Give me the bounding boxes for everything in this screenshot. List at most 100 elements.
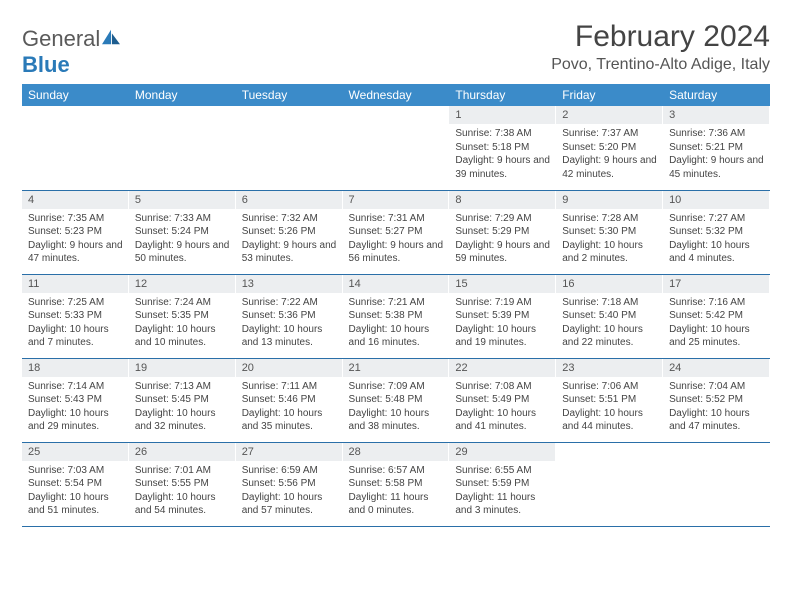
day-number: 16 bbox=[556, 275, 663, 293]
day-number: 24 bbox=[663, 359, 770, 377]
day-cell: 28Sunrise: 6:57 AMSunset: 5:58 PMDayligh… bbox=[343, 442, 450, 526]
day-number: 7 bbox=[343, 191, 450, 209]
day-number: 23 bbox=[556, 359, 663, 377]
day-cell bbox=[343, 106, 450, 190]
day-body: Sunrise: 7:31 AMSunset: 5:27 PMDaylight:… bbox=[343, 209, 450, 272]
day-body: Sunrise: 7:37 AMSunset: 5:20 PMDaylight:… bbox=[556, 124, 663, 187]
day-number: 15 bbox=[449, 275, 556, 293]
day-cell: 24Sunrise: 7:04 AMSunset: 5:52 PMDayligh… bbox=[663, 358, 770, 442]
day-cell: 25Sunrise: 7:03 AMSunset: 5:54 PMDayligh… bbox=[22, 442, 129, 526]
day-number: 9 bbox=[556, 191, 663, 209]
day-number: 2 bbox=[556, 106, 663, 124]
day-number: 29 bbox=[449, 443, 556, 461]
day-body: Sunrise: 7:16 AMSunset: 5:42 PMDaylight:… bbox=[663, 293, 770, 356]
day-cell: 26Sunrise: 7:01 AMSunset: 5:55 PMDayligh… bbox=[129, 442, 236, 526]
day-cell: 3Sunrise: 7:36 AMSunset: 5:21 PMDaylight… bbox=[663, 106, 770, 190]
day-body: Sunrise: 7:13 AMSunset: 5:45 PMDaylight:… bbox=[129, 377, 236, 440]
day-cell: 13Sunrise: 7:22 AMSunset: 5:36 PMDayligh… bbox=[236, 274, 343, 358]
day-cell: 1Sunrise: 7:38 AMSunset: 5:18 PMDaylight… bbox=[449, 106, 556, 190]
day-cell: 22Sunrise: 7:08 AMSunset: 5:49 PMDayligh… bbox=[449, 358, 556, 442]
day-cell: 14Sunrise: 7:21 AMSunset: 5:38 PMDayligh… bbox=[343, 274, 450, 358]
day-body: Sunrise: 7:18 AMSunset: 5:40 PMDaylight:… bbox=[556, 293, 663, 356]
day-cell: 27Sunrise: 6:59 AMSunset: 5:56 PMDayligh… bbox=[236, 442, 343, 526]
day-body: Sunrise: 7:08 AMSunset: 5:49 PMDaylight:… bbox=[449, 377, 556, 440]
day-body: Sunrise: 7:21 AMSunset: 5:38 PMDaylight:… bbox=[343, 293, 450, 356]
day-header-tuesday: Tuesday bbox=[236, 84, 343, 106]
day-body bbox=[22, 124, 129, 133]
day-cell: 23Sunrise: 7:06 AMSunset: 5:51 PMDayligh… bbox=[556, 358, 663, 442]
day-body bbox=[129, 124, 236, 133]
calendar-body: 1Sunrise: 7:38 AMSunset: 5:18 PMDaylight… bbox=[22, 106, 770, 526]
day-body: Sunrise: 7:28 AMSunset: 5:30 PMDaylight:… bbox=[556, 209, 663, 272]
day-number: 27 bbox=[236, 443, 343, 461]
day-cell: 20Sunrise: 7:11 AMSunset: 5:46 PMDayligh… bbox=[236, 358, 343, 442]
day-cell: 12Sunrise: 7:24 AMSunset: 5:35 PMDayligh… bbox=[129, 274, 236, 358]
day-header-thursday: Thursday bbox=[449, 84, 556, 106]
day-body: Sunrise: 6:55 AMSunset: 5:59 PMDaylight:… bbox=[449, 461, 556, 524]
day-body: Sunrise: 7:22 AMSunset: 5:36 PMDaylight:… bbox=[236, 293, 343, 356]
day-cell: 8Sunrise: 7:29 AMSunset: 5:29 PMDaylight… bbox=[449, 190, 556, 274]
day-header-friday: Friday bbox=[556, 84, 663, 106]
month-title: February 2024 bbox=[551, 20, 770, 54]
day-header-saturday: Saturday bbox=[663, 84, 770, 106]
day-body bbox=[236, 124, 343, 133]
day-cell: 16Sunrise: 7:18 AMSunset: 5:40 PMDayligh… bbox=[556, 274, 663, 358]
day-body: Sunrise: 7:25 AMSunset: 5:33 PMDaylight:… bbox=[22, 293, 129, 356]
day-body: Sunrise: 7:04 AMSunset: 5:52 PMDaylight:… bbox=[663, 377, 770, 440]
day-cell bbox=[556, 442, 663, 526]
day-body: Sunrise: 7:19 AMSunset: 5:39 PMDaylight:… bbox=[449, 293, 556, 356]
day-header-sunday: Sunday bbox=[22, 84, 129, 106]
day-cell: 17Sunrise: 7:16 AMSunset: 5:42 PMDayligh… bbox=[663, 274, 770, 358]
day-number: 10 bbox=[663, 191, 770, 209]
day-number: 12 bbox=[129, 275, 236, 293]
day-body: Sunrise: 7:38 AMSunset: 5:18 PMDaylight:… bbox=[449, 124, 556, 187]
day-cell: 21Sunrise: 7:09 AMSunset: 5:48 PMDayligh… bbox=[343, 358, 450, 442]
logo-word-2: Blue bbox=[22, 52, 70, 77]
calendar-table: SundayMondayTuesdayWednesdayThursdayFrid… bbox=[22, 84, 770, 527]
day-body: Sunrise: 7:01 AMSunset: 5:55 PMDaylight:… bbox=[129, 461, 236, 524]
day-cell: 11Sunrise: 7:25 AMSunset: 5:33 PMDayligh… bbox=[22, 274, 129, 358]
day-body: Sunrise: 7:11 AMSunset: 5:46 PMDaylight:… bbox=[236, 377, 343, 440]
day-body: Sunrise: 7:24 AMSunset: 5:35 PMDaylight:… bbox=[129, 293, 236, 356]
day-cell bbox=[236, 106, 343, 190]
day-number: 13 bbox=[236, 275, 343, 293]
day-number: 28 bbox=[343, 443, 450, 461]
day-cell bbox=[663, 442, 770, 526]
week-row: 4Sunrise: 7:35 AMSunset: 5:23 PMDaylight… bbox=[22, 190, 770, 274]
day-cell: 15Sunrise: 7:19 AMSunset: 5:39 PMDayligh… bbox=[449, 274, 556, 358]
day-body: Sunrise: 7:29 AMSunset: 5:29 PMDaylight:… bbox=[449, 209, 556, 272]
day-number: 26 bbox=[129, 443, 236, 461]
day-number: 6 bbox=[236, 191, 343, 209]
day-number: 21 bbox=[343, 359, 450, 377]
logo: General Blue bbox=[22, 20, 122, 78]
day-cell: 2Sunrise: 7:37 AMSunset: 5:20 PMDaylight… bbox=[556, 106, 663, 190]
day-body: Sunrise: 7:06 AMSunset: 5:51 PMDaylight:… bbox=[556, 377, 663, 440]
day-body bbox=[343, 124, 450, 133]
day-body: Sunrise: 7:03 AMSunset: 5:54 PMDaylight:… bbox=[22, 461, 129, 524]
day-body bbox=[663, 461, 770, 470]
day-number: 1 bbox=[449, 106, 556, 124]
day-number: 18 bbox=[22, 359, 129, 377]
day-number: 19 bbox=[129, 359, 236, 377]
day-cell: 9Sunrise: 7:28 AMSunset: 5:30 PMDaylight… bbox=[556, 190, 663, 274]
day-header-row: SundayMondayTuesdayWednesdayThursdayFrid… bbox=[22, 84, 770, 106]
week-row: 1Sunrise: 7:38 AMSunset: 5:18 PMDaylight… bbox=[22, 106, 770, 190]
day-body: Sunrise: 7:35 AMSunset: 5:23 PMDaylight:… bbox=[22, 209, 129, 272]
day-cell: 18Sunrise: 7:14 AMSunset: 5:43 PMDayligh… bbox=[22, 358, 129, 442]
day-header-wednesday: Wednesday bbox=[343, 84, 450, 106]
title-block: February 2024 Povo, Trentino-Alto Adige,… bbox=[551, 20, 770, 74]
logo-sail-icon bbox=[100, 28, 122, 46]
day-body: Sunrise: 6:59 AMSunset: 5:56 PMDaylight:… bbox=[236, 461, 343, 524]
location: Povo, Trentino-Alto Adige, Italy bbox=[551, 56, 770, 74]
day-cell: 4Sunrise: 7:35 AMSunset: 5:23 PMDaylight… bbox=[22, 190, 129, 274]
day-body: Sunrise: 7:36 AMSunset: 5:21 PMDaylight:… bbox=[663, 124, 770, 187]
day-body: Sunrise: 7:32 AMSunset: 5:26 PMDaylight:… bbox=[236, 209, 343, 272]
day-cell bbox=[129, 106, 236, 190]
day-body: Sunrise: 7:27 AMSunset: 5:32 PMDaylight:… bbox=[663, 209, 770, 272]
logo-word-1: General bbox=[22, 26, 100, 51]
day-number: 20 bbox=[236, 359, 343, 377]
day-cell: 19Sunrise: 7:13 AMSunset: 5:45 PMDayligh… bbox=[129, 358, 236, 442]
day-number: 11 bbox=[22, 275, 129, 293]
day-number: 25 bbox=[22, 443, 129, 461]
day-number: 14 bbox=[343, 275, 450, 293]
